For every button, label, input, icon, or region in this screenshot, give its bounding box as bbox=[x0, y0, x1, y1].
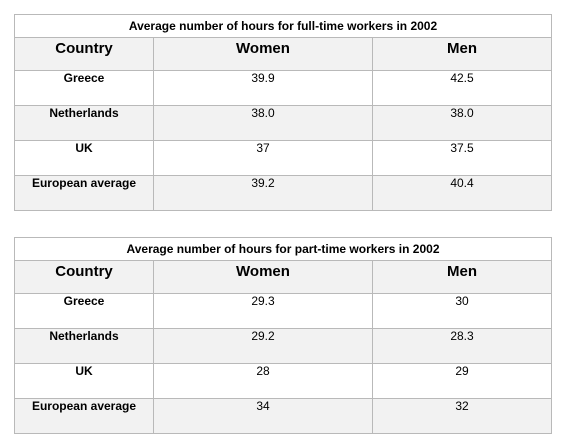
country-cell: Greece bbox=[14, 70, 154, 106]
table-row: Netherlands 38.0 38.0 bbox=[14, 105, 553, 141]
table-row: UK 28 29 bbox=[14, 363, 553, 399]
column-header-men: Men bbox=[371, 37, 553, 71]
table-title: Average number of hours for full-time wo… bbox=[13, 14, 553, 38]
country-cell: European average bbox=[14, 398, 154, 434]
table-title: Average number of hours for part-time wo… bbox=[13, 237, 553, 261]
men-hours-cell: 42.5 bbox=[371, 70, 553, 106]
column-header-country: Country bbox=[14, 37, 154, 71]
column-header-women: Women bbox=[153, 260, 373, 294]
column-header-country: Country bbox=[14, 260, 154, 294]
country-cell: Netherlands bbox=[14, 105, 154, 141]
men-hours-cell: 40.4 bbox=[371, 175, 553, 211]
men-hours-cell: 28.3 bbox=[371, 328, 553, 364]
women-hours-cell: 34 bbox=[153, 398, 373, 434]
men-hours-cell: 29 bbox=[371, 363, 553, 399]
country-cell: European average bbox=[14, 175, 154, 211]
country-cell: Netherlands bbox=[14, 328, 154, 364]
women-hours-cell: 38.0 bbox=[153, 105, 373, 141]
women-hours-cell: 29.2 bbox=[153, 328, 373, 364]
table-row: Greece 39.9 42.5 bbox=[14, 70, 553, 106]
country-cell: UK bbox=[14, 363, 154, 399]
country-cell: Greece bbox=[14, 293, 154, 329]
women-hours-cell: 39.2 bbox=[153, 175, 373, 211]
table-row: Greece 29.3 30 bbox=[14, 293, 553, 329]
men-hours-cell: 38.0 bbox=[371, 105, 553, 141]
column-header-women: Women bbox=[153, 37, 373, 71]
women-hours-cell: 37 bbox=[153, 140, 373, 176]
women-hours-cell: 39.9 bbox=[153, 70, 373, 106]
country-cell: UK bbox=[14, 140, 154, 176]
table-row: European average 39.2 40.4 bbox=[14, 175, 553, 211]
men-hours-cell: 37.5 bbox=[371, 140, 553, 176]
men-hours-cell: 32 bbox=[371, 398, 553, 434]
column-header-men: Men bbox=[371, 260, 553, 294]
women-hours-cell: 28 bbox=[153, 363, 373, 399]
part-time-hours-table: Average number of hours for part-time wo… bbox=[13, 237, 553, 434]
table-row: European average 34 32 bbox=[14, 398, 553, 434]
men-hours-cell: 30 bbox=[371, 293, 553, 329]
table-row: UK 37 37.5 bbox=[14, 140, 553, 176]
women-hours-cell: 29.3 bbox=[153, 293, 373, 329]
full-time-hours-table: Average number of hours for full-time wo… bbox=[13, 14, 553, 211]
table-row: Netherlands 29.2 28.3 bbox=[14, 328, 553, 364]
